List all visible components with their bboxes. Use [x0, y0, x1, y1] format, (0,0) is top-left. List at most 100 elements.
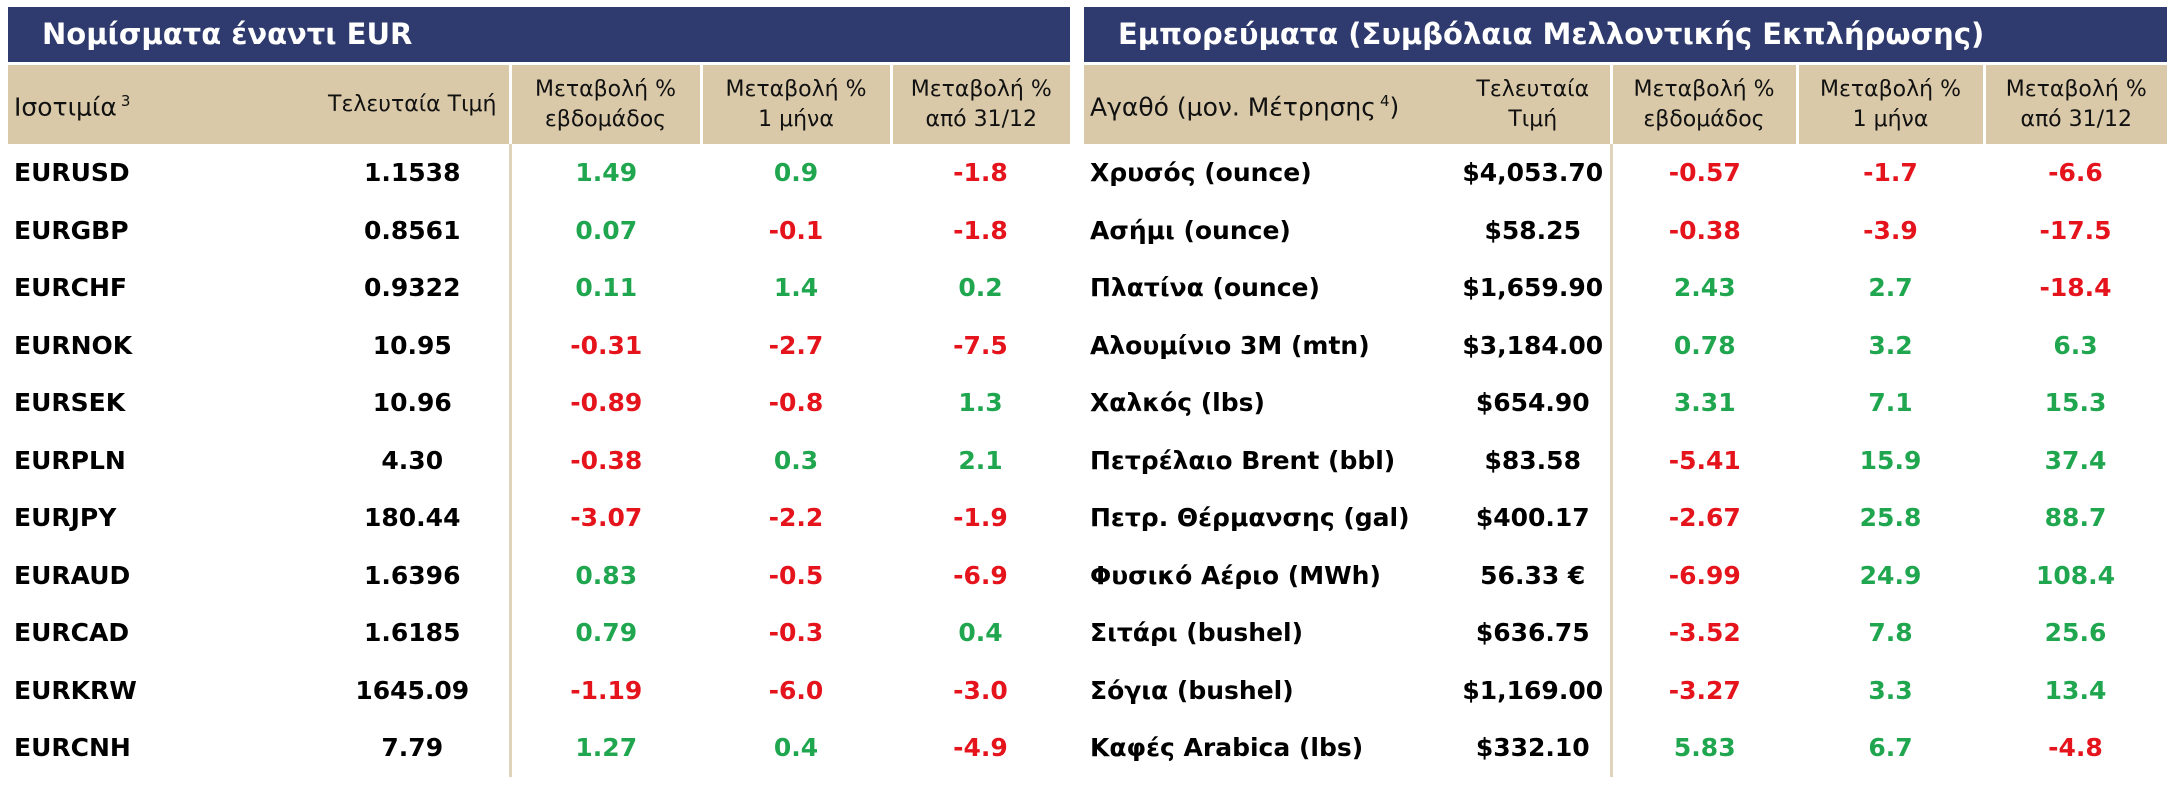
header-cell: Αγαθό (μον. Μέτρησης 4) — [1084, 65, 1456, 144]
data-row: Χρυσός (ounce) $4,053.70 -0.57 -1.7 -6.6 — [1084, 144, 2167, 202]
header-text: Τελευταία Τιμή — [328, 91, 497, 117]
cell: -0.57 — [1609, 144, 1797, 202]
cell: 1.6185 — [364, 618, 461, 648]
cell: $654.90 — [1475, 388, 1590, 418]
data-row: Πλατίνα (ounce) $1,659.90 2.43 2.7 -18.4 — [1084, 259, 2167, 317]
cell: -1.8 — [953, 215, 1008, 245]
header-cell: Ισοτιμία 3 — [8, 65, 316, 144]
header-text: Αγαθό (μον. Μέτρησης — [1090, 92, 1376, 122]
footnote-mark: 4 — [1379, 92, 1390, 111]
cell: -6.99 — [1609, 546, 1797, 604]
header-text: Μεταβολή % — [2005, 76, 2147, 102]
data-row: EURCAD 1.6185 0.79 -0.3 0.4 — [8, 604, 1070, 662]
cell: -0.89 — [508, 374, 701, 432]
cell: 4.30 — [381, 445, 444, 475]
header-cell: Μεταβολή % εβδομάδος — [1609, 65, 1797, 144]
cell: 0.4 — [958, 618, 1003, 648]
header-text: ) — [1389, 92, 1400, 122]
header-cell: Τελευταία Τιμή — [1456, 65, 1611, 144]
cell: 180.44 — [364, 503, 461, 533]
header-cell: Μεταβολή % εβδομάδος — [508, 65, 701, 144]
cell: 1.6396 — [364, 560, 461, 590]
footnote-mark: 3 — [120, 92, 131, 111]
cell: 15.3 — [2044, 388, 2107, 418]
cell: -0.38 — [508, 431, 701, 489]
cell: 0.78 — [1609, 316, 1797, 374]
cell: $400.17 — [1475, 503, 1590, 533]
row-label: EURJPY — [14, 503, 117, 533]
cell: 1645.09 — [355, 675, 470, 705]
header-text: 1 μήνα — [1852, 106, 1929, 132]
data-table: Ισοτιμία 3 Τελευταία Τιμή Μεταβολή % εβδομάδ… — [8, 65, 1070, 777]
row-label: Σόγια (bushel) — [1090, 675, 1294, 705]
cell: -0.8 — [768, 388, 824, 418]
cell: 0.9 — [773, 158, 819, 188]
data-table: Αγαθό (μον. Μέτρησης 4) Τελευταία Τιμή Μεταβ… — [1084, 65, 2167, 777]
header-cell: Μεταβολή % από 31/12 — [889, 65, 1070, 144]
header-row: Ισοτιμία 3 Τελευταία Τιμή Μεταβολή % εβδομάδ… — [8, 65, 1070, 144]
cell: $636.75 — [1475, 618, 1590, 648]
cell: -0.5 — [768, 560, 824, 590]
cell: $4,053.70 — [1462, 158, 1604, 188]
cell: 0.3 — [773, 445, 819, 475]
cell: -2.7 — [768, 330, 824, 360]
row-label: EURSEK — [14, 388, 126, 418]
data-row: EURAUD 1.6396 0.83 -0.5 -6.9 — [8, 546, 1070, 604]
data-row: Σιτάρι (bushel) $636.75 -3.52 7.8 25.6 — [1084, 604, 2167, 662]
cell: -6.9 — [953, 560, 1008, 590]
row-label: Πετρέλαιο Brent (bbl) — [1090, 445, 1396, 475]
cell: $83.58 — [1484, 445, 1581, 475]
data-row: EURSEK 10.96 -0.89 -0.8 1.3 — [8, 374, 1070, 432]
cell: $3,184.00 — [1462, 330, 1604, 360]
cell: 24.9 — [1859, 560, 1922, 590]
header-text: Μεταβολή % — [1820, 76, 1961, 102]
data-row: EURKRW 1645.09 -1.19 -6.0 -3.0 — [8, 661, 1070, 719]
cell: 7.79 — [381, 733, 444, 763]
cell: 3.2 — [1868, 330, 1913, 360]
data-row: EURNOK 10.95 -0.31 -2.7 -7.5 — [8, 316, 1070, 374]
cell: 2.7 — [1868, 273, 1913, 303]
cell: $58.25 — [1484, 215, 1581, 245]
currencies-panel: Νομίσματα έναντι EUR Ισοτιμία 3 Τελευταία Τ… — [8, 7, 1070, 777]
panel-title: Νομίσματα έναντι EUR — [8, 7, 1070, 62]
row-label: EURGBP — [14, 215, 129, 245]
cell: -3.0 — [953, 675, 1008, 705]
cell: 0.2 — [958, 273, 1003, 303]
header-row: Αγαθό (μον. Μέτρησης 4) Τελευταία Τιμή Μεταβ… — [1084, 65, 2167, 144]
data-row: EURUSD 1.1538 1.49 0.9 -1.8 — [8, 144, 1070, 202]
cell: 6.3 — [2053, 330, 2098, 360]
cell: -1.8 — [953, 158, 1008, 188]
row-label: Καφές Arabica (lbs) — [1090, 733, 1364, 763]
header-text: Ισοτιμία — [14, 92, 117, 122]
row-label: EURPLN — [14, 445, 126, 475]
data-row: Φυσικό Αέριο (MWh) 56.33 € -6.99 24.9 108.4 — [1084, 546, 2167, 604]
cell: 1.49 — [508, 144, 701, 202]
header-text: εβδομάδος — [1643, 106, 1765, 132]
cell: -3.27 — [1609, 661, 1797, 719]
cell: -3.52 — [1609, 604, 1797, 662]
cell: -2.67 — [1609, 489, 1797, 547]
cell: -4.8 — [2048, 733, 2103, 763]
data-row: Αλουμίνιο 3M (mtn) $3,184.00 0.78 3.2 6.3 — [1084, 316, 2167, 374]
cell: -1.19 — [508, 661, 701, 719]
cell: 10.95 — [372, 330, 452, 360]
cell: 108.4 — [2035, 560, 2116, 590]
data-row: Χαλκός (lbs) $654.90 3.31 7.1 15.3 — [1084, 374, 2167, 432]
header-cell: Μεταβολή % 1 μήνα — [1795, 65, 1984, 144]
header-cell: Μεταβολή % 1 μήνα — [699, 65, 891, 144]
cell: -4.9 — [953, 733, 1008, 763]
row-label: EURCHF — [14, 273, 127, 303]
cell: 10.96 — [372, 388, 452, 418]
cell: -0.3 — [768, 618, 824, 648]
row-label: Χρυσός (ounce) — [1090, 158, 1312, 188]
cell: -0.38 — [1609, 201, 1797, 259]
row-label: EURNOK — [14, 330, 133, 360]
cell: 25.6 — [2044, 618, 2107, 648]
cell: 1.1538 — [364, 158, 461, 188]
data-row: Πετρ. Θέρμανσης (gal) $400.17 -2.67 25.8 88.… — [1084, 489, 2167, 547]
cell: -5.41 — [1609, 431, 1797, 489]
header-text: 1 μήνα — [758, 106, 834, 132]
header-text: εβδομάδος — [544, 106, 667, 132]
data-row: EURJPY 180.44 -3.07 -2.2 -1.9 — [8, 489, 1070, 547]
